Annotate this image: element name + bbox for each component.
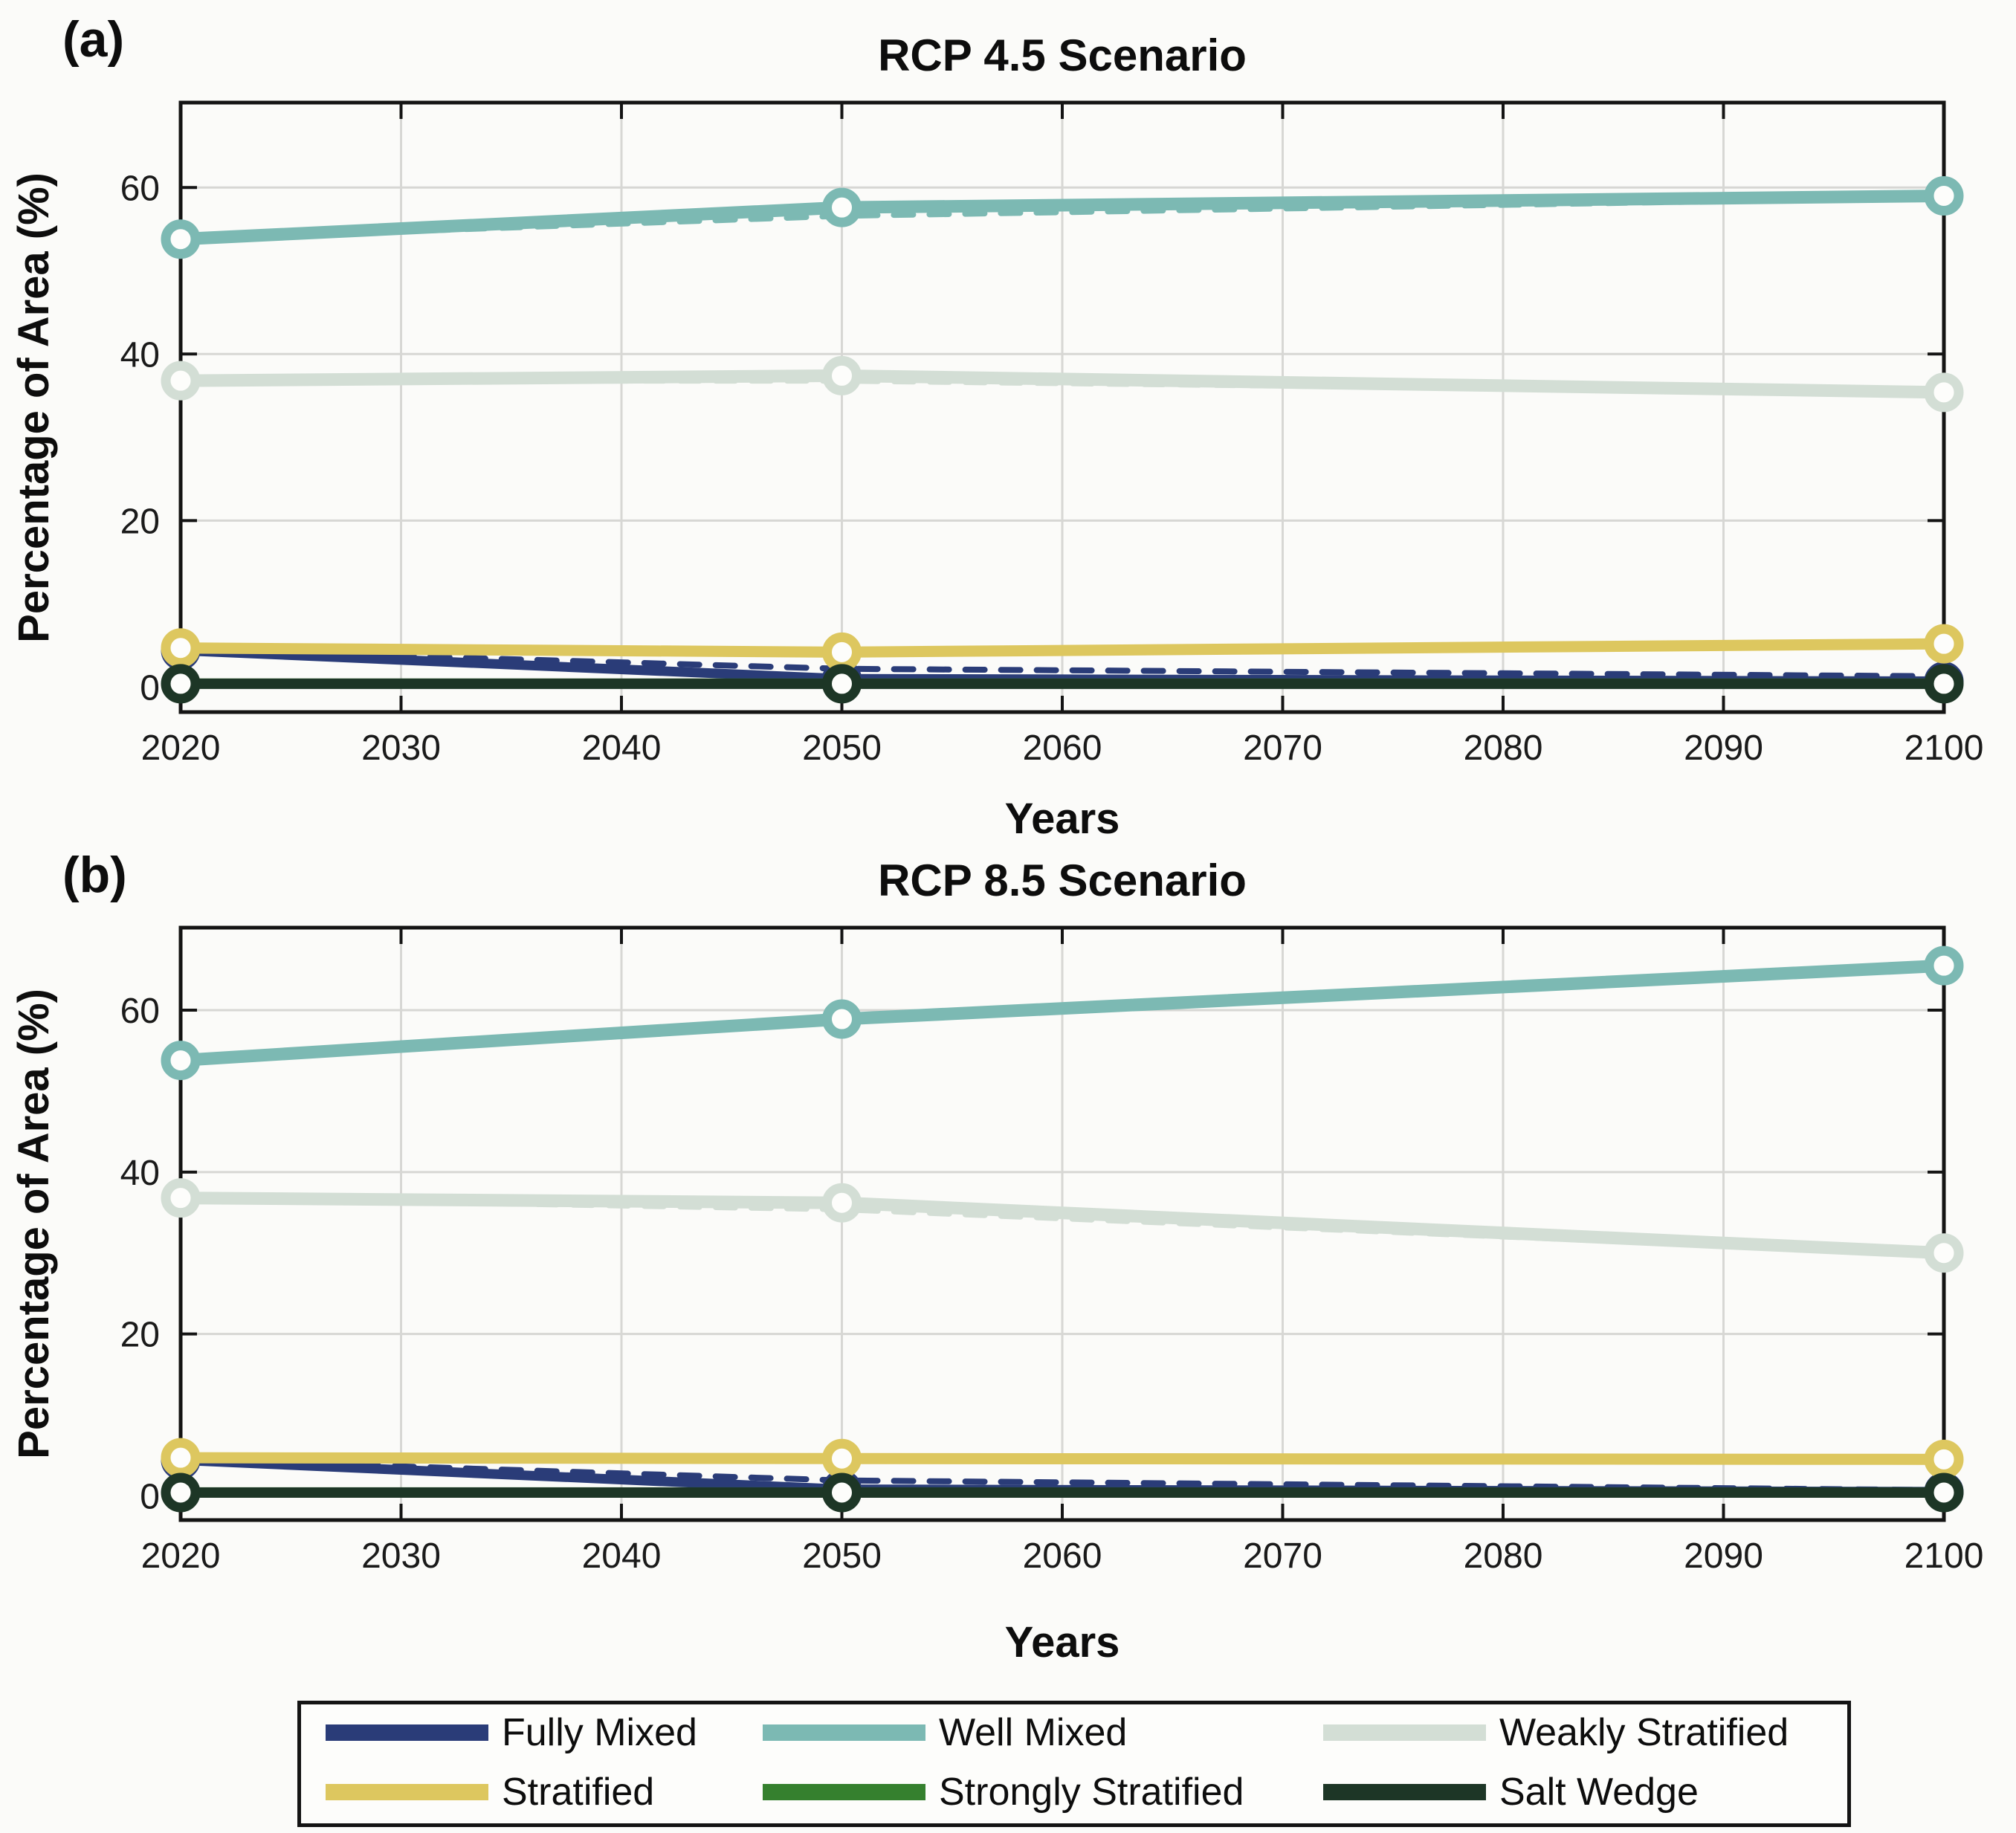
rcp85-plot-area: 2020 2030 2040 2050 2060 2070 2080 2090 2100 0 20 4… <box>120 925 1983 1576</box>
legend-label-well-mixed: Well Mixed <box>939 1711 1128 1754</box>
y-tick-label: 20 <box>120 502 160 541</box>
x-tick-label: 2100 <box>1904 1536 1984 1576</box>
marker-stratified <box>822 632 862 672</box>
marker-stratified <box>161 1438 201 1478</box>
panel-a-xlabel: Years <box>1004 795 1120 843</box>
y-tick-label: 40 <box>120 335 160 375</box>
x-tick-label: 2090 <box>1684 1536 1763 1576</box>
legend-label-stratified: Stratified <box>502 1771 655 1814</box>
legend-swatch-well-mixed <box>763 1724 925 1741</box>
panel-a-letter: (a) <box>62 11 125 68</box>
legend-label-weakly-stratified: Weakly Stratified <box>1499 1711 1789 1754</box>
x-tick-label: 2030 <box>361 1536 441 1576</box>
legend: Fully Mixed Well Mixed Weakly Stratified St… <box>297 1701 1851 1827</box>
x-tick-label: 2040 <box>582 1536 662 1576</box>
panel-b-ylabel: Percentage of Area (%) <box>9 989 58 1459</box>
y-tick-label: 0 <box>140 1477 160 1516</box>
x-tick-label: 2070 <box>1243 728 1322 768</box>
y-tick-label: 20 <box>120 1316 160 1355</box>
marker-salt-wedge <box>161 664 201 704</box>
marker-well-mixed <box>161 1041 201 1081</box>
x-tick-label: 2090 <box>1684 728 1763 768</box>
panel-a-title: RCP 4.5 Scenario <box>878 30 1247 80</box>
legend-label-strongly-stratified: Strongly Stratified <box>939 1771 1244 1814</box>
marker-stratified <box>1924 1439 1964 1479</box>
series-line-stratified <box>175 1452 1950 1465</box>
panel-b-xlabel: Years <box>1004 1618 1120 1666</box>
x-tick-label: 2060 <box>1023 728 1102 768</box>
legend-swatch-fully-mixed <box>326 1724 488 1741</box>
x-tick-label: 2020 <box>141 1536 221 1576</box>
panel-b-letter: (b) <box>62 847 127 903</box>
marker-salt-wedge <box>1924 1472 1964 1513</box>
marker-stratified <box>822 1438 862 1478</box>
marker-salt-wedge <box>161 1472 201 1513</box>
x-tick-label: 2040 <box>582 728 662 768</box>
marker-salt-wedge <box>1924 664 1964 704</box>
marker-well-mixed <box>1924 175 1964 216</box>
rcp45-plot-area: 2020 2030 2040 2050 2060 2070 2080 2090 2100 0 20 4… <box>120 100 1983 768</box>
panel-a-ylabel: Percentage of Area (%) <box>9 172 58 643</box>
marker-well-mixed <box>822 999 862 1039</box>
x-tick-label: 2050 <box>802 1536 882 1576</box>
x-tick-label: 2050 <box>802 728 882 768</box>
marker-salt-wedge <box>822 664 862 704</box>
x-tick-label: 2080 <box>1464 1536 1543 1576</box>
marker-weakly-stratified <box>1924 1233 1964 1273</box>
marker-weakly-stratified <box>161 361 201 401</box>
y-tick-label: 40 <box>120 1154 160 1193</box>
marker-weakly-stratified <box>161 1178 201 1218</box>
y-tick-label: 60 <box>120 992 160 1031</box>
panel-a-ylabel-wrap: Percentage of Area (%) <box>4 103 62 712</box>
legend-swatch-strongly-stratified <box>763 1784 925 1800</box>
marker-well-mixed <box>161 219 201 259</box>
series-line-stratified <box>175 638 1950 658</box>
marker-salt-wedge <box>822 1472 862 1513</box>
marker-well-mixed <box>1924 945 1964 986</box>
y-tick-label: 0 <box>140 668 160 708</box>
x-tick-label: 2060 <box>1023 1536 1102 1576</box>
x-tick-label: 2070 <box>1243 1536 1322 1576</box>
panel-b-ylabel-wrap: Percentage of Area (%) <box>4 928 62 1520</box>
rcp85-chart: 2020 2030 2040 2050 2060 2070 2080 2090 21000204… <box>120 925 1983 1576</box>
rcp45-chart: 2020 2030 2040 2050 2060 2070 2080 2090 21000204… <box>120 100 1983 768</box>
panel-b-title: RCP 8.5 Scenario <box>878 856 1247 905</box>
x-tick-label: 2100 <box>1904 728 1984 768</box>
legend-swatch-salt-wedge <box>1323 1784 1486 1800</box>
marker-weakly-stratified <box>822 355 862 395</box>
legend-swatch-stratified <box>326 1784 488 1800</box>
legend-swatch-weakly-stratified <box>1323 1724 1486 1741</box>
x-tick-label: 2080 <box>1464 728 1543 768</box>
legend-label-salt-wedge: Salt Wedge <box>1499 1771 1699 1814</box>
x-tick-label: 2020 <box>141 728 221 768</box>
y-tick-label: 60 <box>120 169 160 208</box>
marker-stratified <box>1924 624 1964 664</box>
x-tick-label: 2030 <box>361 728 441 768</box>
marker-well-mixed <box>822 187 862 227</box>
marker-stratified <box>161 628 201 668</box>
marker-weakly-stratified <box>822 1183 862 1223</box>
marker-weakly-stratified <box>1924 372 1964 413</box>
legend-label-fully-mixed: Fully Mixed <box>502 1711 697 1754</box>
